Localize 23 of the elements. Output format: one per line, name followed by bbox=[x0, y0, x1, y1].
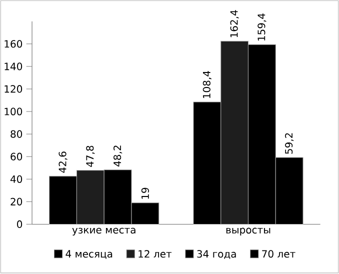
data-label: 48,2 bbox=[114, 146, 122, 167]
y-tick-label: 140 bbox=[4, 62, 22, 70]
data-label: 59,2 bbox=[285, 133, 294, 154]
legend-label: 70 лет bbox=[262, 250, 296, 258]
data-label: 19 bbox=[141, 188, 149, 199]
data-label: 162,4 bbox=[230, 10, 239, 38]
legend-label: 12 лет bbox=[138, 250, 172, 258]
x-tick-label: узкие места bbox=[72, 228, 136, 236]
x-tick-label: выросты bbox=[226, 228, 270, 236]
data-label: 47,8 bbox=[86, 146, 95, 168]
legend-label: 4 месяца bbox=[66, 250, 112, 260]
y-tick-label: 0 bbox=[17, 220, 22, 228]
y-tick-label: 80 bbox=[10, 130, 22, 138]
data-label: 42,6 bbox=[58, 152, 68, 173]
data-label: 108,4 bbox=[202, 71, 212, 98]
data-label: 159,4 bbox=[258, 14, 266, 41]
y-tick-label: 160 bbox=[4, 40, 22, 48]
legend-label: 34 года bbox=[197, 250, 236, 260]
y-tick-label: 20 bbox=[10, 198, 22, 206]
y-tick-label: 100 bbox=[4, 108, 22, 116]
y-tick-label: 40 bbox=[10, 176, 22, 184]
y-tick-label: 120 bbox=[4, 85, 22, 93]
y-tick-label: 60 bbox=[10, 153, 22, 161]
